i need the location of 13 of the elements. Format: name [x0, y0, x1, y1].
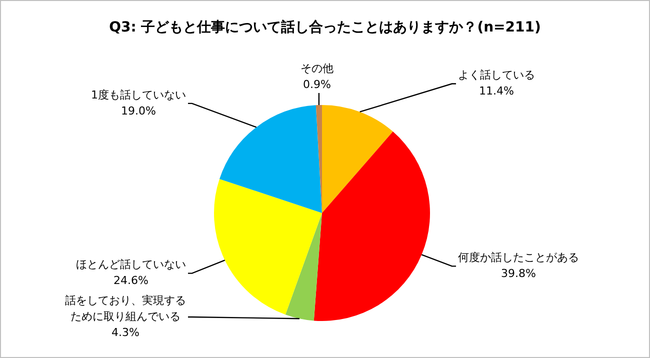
data-label: 19.0%	[121, 104, 156, 118]
slice-label: 話をしており、実現するために取り組んでいる	[65, 294, 186, 323]
data-label: 39.8%	[501, 267, 536, 280]
data-label: 4.3%	[112, 326, 140, 339]
slice-label: ほとんど話していない	[76, 258, 186, 272]
slice-label: 何度か話したことがある	[458, 251, 579, 264]
slice-label: よく話している	[458, 68, 535, 82]
data-label: 24.6%	[114, 274, 148, 288]
data-label: 0.9%	[302, 78, 331, 91]
slice-label: その他	[300, 62, 334, 75]
data-label: 11.4%	[479, 84, 514, 98]
slice-label: 1度も話していない	[91, 88, 186, 102]
chart-title: Q3: 子どもと仕事について話し合ったことはありますか？(n=211)	[109, 20, 541, 36]
